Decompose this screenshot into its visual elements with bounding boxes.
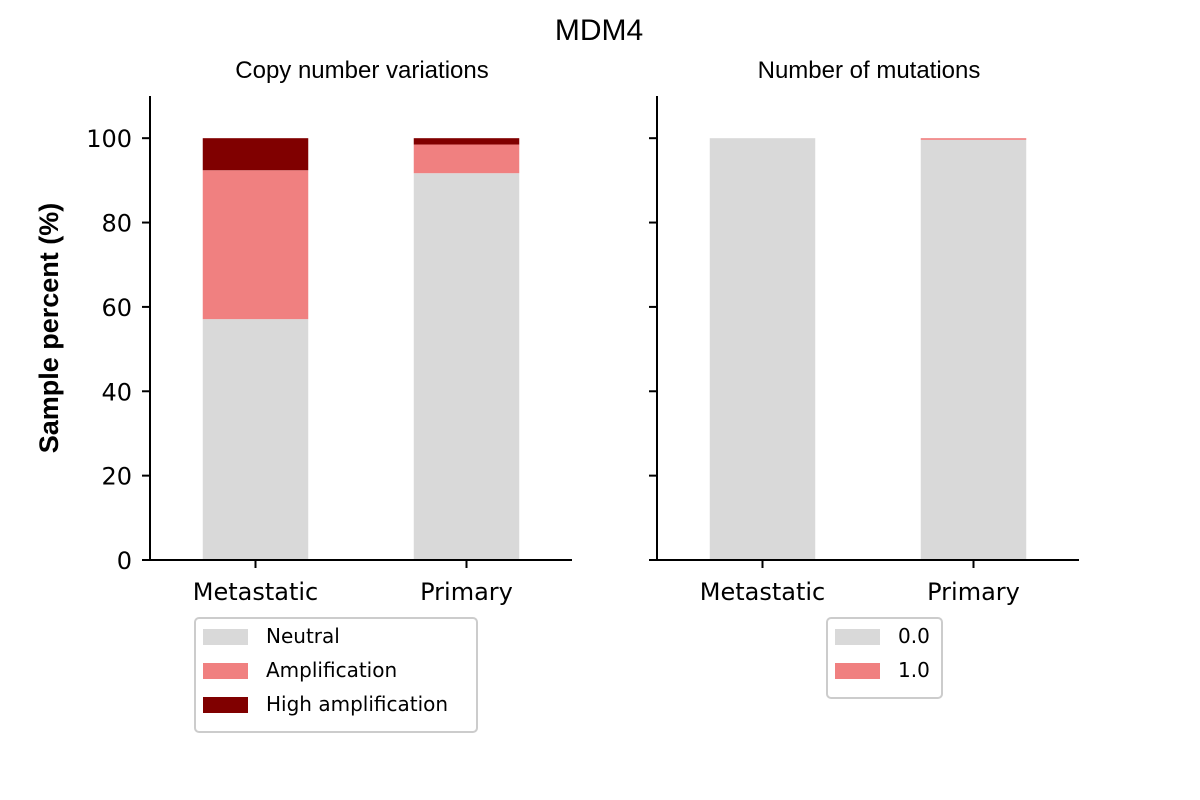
y-tick-label: 20 bbox=[101, 463, 132, 491]
x-tick-label: Primary bbox=[420, 578, 513, 606]
y-tick-label: 0 bbox=[117, 547, 132, 575]
legend-label: 1.0 bbox=[898, 658, 930, 682]
bar-segment bbox=[202, 138, 309, 171]
bar-segment bbox=[202, 319, 309, 560]
subplot-title: Copy number variations bbox=[235, 57, 488, 84]
bar-segment bbox=[202, 170, 309, 320]
legend-swatch bbox=[203, 629, 248, 645]
y-tick-label: 40 bbox=[101, 378, 132, 406]
legend: 0.01.0 bbox=[826, 617, 943, 699]
bar-segment bbox=[413, 144, 520, 174]
legend-swatch bbox=[835, 629, 880, 645]
y-tick-label: 60 bbox=[101, 294, 132, 322]
bar-segment bbox=[413, 173, 520, 560]
bar-segment bbox=[920, 139, 1027, 561]
legend-label: Amplification bbox=[266, 658, 397, 682]
legend-label: High amplification bbox=[266, 692, 448, 716]
subplot-title: Number of mutations bbox=[758, 57, 981, 84]
legend-frame bbox=[194, 617, 478, 733]
legend-swatch bbox=[203, 663, 248, 679]
bar-segment bbox=[920, 138, 1027, 140]
legend-swatch bbox=[203, 697, 248, 713]
y-tick-label: 100 bbox=[86, 125, 132, 153]
x-tick-label: Metastatic bbox=[193, 578, 318, 606]
legend-label: Neutral bbox=[266, 624, 340, 648]
y-axis-label: Sample percent (%) bbox=[34, 203, 64, 454]
cnv-panel: Copy number variations Metastatic Primary 0… bbox=[86, 57, 572, 733]
x-tick-label: Metastatic bbox=[700, 578, 825, 606]
y-tick-label: 80 bbox=[101, 210, 132, 238]
legend: Neutral Amplification High amplification bbox=[194, 617, 478, 733]
legend-label: 0.0 bbox=[898, 624, 930, 648]
bar-segment bbox=[709, 138, 816, 560]
x-tick-label: Primary bbox=[927, 578, 1020, 606]
figure-title: MDM4 bbox=[555, 14, 643, 47]
bar-segment bbox=[413, 138, 520, 145]
legend-swatch bbox=[835, 663, 880, 679]
